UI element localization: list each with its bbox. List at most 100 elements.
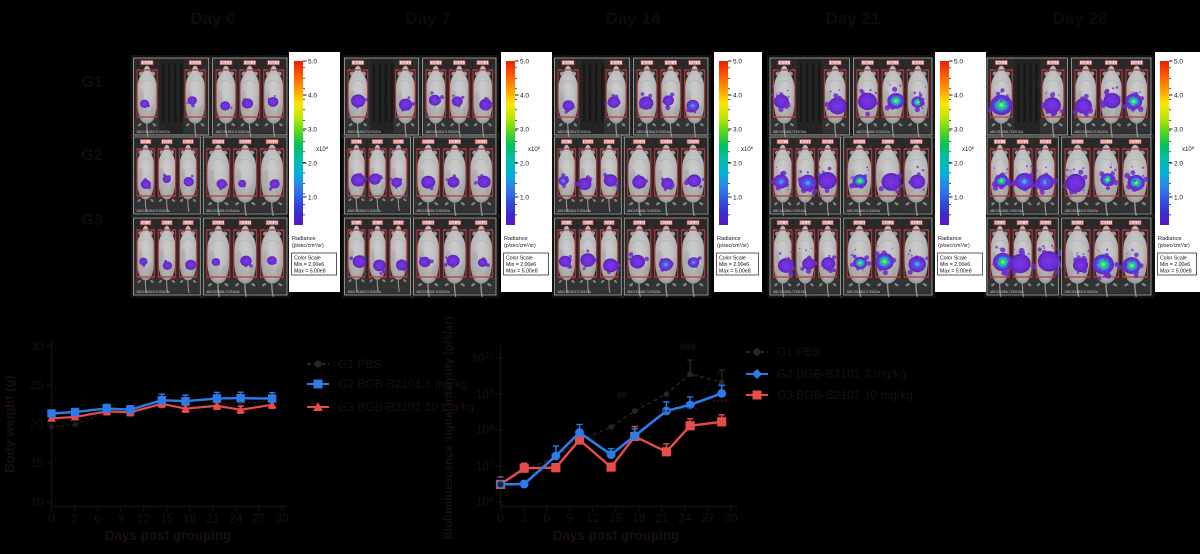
- svg-text:x108: x108: [741, 145, 754, 153]
- svg-text:ABC191284L7L93102a: ABC191284L7L93102a: [416, 209, 449, 213]
- svg-text:30: 30: [275, 512, 289, 526]
- svg-text:3.0: 3.0: [308, 126, 317, 133]
- svg-text:Color Scale: Color Scale: [506, 256, 533, 262]
- svg-text:9: 9: [117, 512, 124, 526]
- svg-text:Days post grouping: Days post grouping: [553, 528, 680, 543]
- svg-text:5.0: 5.0: [1174, 58, 1183, 65]
- svg-text:ABC191284L7L93102a: ABC191284L7L93102a: [348, 209, 381, 213]
- svg-text:30: 30: [724, 511, 738, 525]
- svg-text:ABC191284L7L93102a: ABC191284L7L93102a: [137, 130, 170, 134]
- svg-text:4.0: 4.0: [308, 92, 317, 99]
- svg-text:Max = 5.00e8: Max = 5.00e8: [719, 269, 751, 275]
- svg-text:(p/sec/cm²/sr): (p/sec/cm²/sr): [504, 243, 536, 249]
- svg-text:ABC191284L7L93102a: ABC191284L7L93102a: [990, 130, 1023, 134]
- svg-text:6: 6: [543, 511, 550, 525]
- svg-text:30: 30: [30, 339, 44, 353]
- svg-text:4.0: 4.0: [1174, 92, 1183, 99]
- svg-text:3: 3: [520, 511, 527, 525]
- svg-text:G2 BGB-B2101 3 mg/kg: G2 BGB-B2101 3 mg/kg: [338, 377, 467, 391]
- svg-text:15: 15: [609, 511, 623, 525]
- svg-text:9: 9: [566, 511, 573, 525]
- svg-text:5.0: 5.0: [308, 58, 317, 65]
- svg-text:*: *: [716, 370, 720, 381]
- svg-text:G3 BGB-B2101 10 mg/kg: G3 BGB-B2101 10 mg/kg: [338, 400, 474, 414]
- svg-text:1.0: 1.0: [954, 194, 963, 201]
- svg-text:##: ##: [616, 390, 628, 401]
- svg-text:Radiance: Radiance: [292, 236, 316, 242]
- svg-text:ABC191284L7L93102a: ABC191284L7L93102a: [1075, 130, 1108, 134]
- svg-text:x108: x108: [528, 145, 541, 153]
- svg-text:x108: x108: [1182, 145, 1195, 153]
- svg-text:ABC191284L7L93102a: ABC191284L7L93102a: [416, 290, 449, 294]
- svg-text:ABC191284L7L93102a: ABC191284L7L93102a: [847, 209, 880, 213]
- svg-text:ABC191284L7L93102a: ABC191284L7L93102a: [206, 290, 239, 294]
- svg-text:15: 15: [30, 456, 44, 470]
- svg-text:24: 24: [678, 511, 692, 525]
- svg-text:12: 12: [137, 512, 151, 526]
- svg-text:1.0: 1.0: [308, 194, 317, 201]
- svg-text:3.0: 3.0: [1174, 126, 1183, 133]
- svg-text:5.0: 5.0: [954, 58, 963, 65]
- svg-text:Radiance: Radiance: [938, 236, 962, 242]
- svg-text:3: 3: [71, 512, 78, 526]
- svg-text:0: 0: [48, 512, 55, 526]
- svg-text:Body weight (g): Body weight (g): [2, 375, 17, 473]
- svg-text:20: 20: [30, 417, 44, 431]
- svg-text:G2: G2: [81, 147, 102, 164]
- svg-text:2.0: 2.0: [1174, 160, 1183, 167]
- svg-text:4.0: 4.0: [954, 92, 963, 99]
- svg-text:Min = 2.00e6: Min = 2.00e6: [940, 262, 970, 268]
- svg-text:18: 18: [632, 511, 646, 525]
- svg-text:(p/sec/cm²/sr): (p/sec/cm²/sr): [717, 243, 749, 249]
- svg-text:Day 28: Day 28: [1053, 9, 1108, 28]
- svg-text:ABC191284L7L93102a: ABC191284L7L93102a: [558, 130, 591, 134]
- svg-text:10: 10: [30, 495, 44, 509]
- svg-text:Days post grouping: Days post grouping: [105, 528, 232, 543]
- svg-text:6: 6: [94, 512, 101, 526]
- svg-text:1.0: 1.0: [1174, 194, 1183, 201]
- svg-text:ABC191284L7L93102a: ABC191284L7L93102a: [348, 290, 381, 294]
- svg-text:Min = 2.00e6: Min = 2.00e6: [294, 262, 324, 268]
- svg-text:Day 21: Day 21: [826, 9, 881, 28]
- svg-text:(p/sec/cm²/sr): (p/sec/cm²/sr): [938, 243, 970, 249]
- svg-text:Max = 5.00e8: Max = 5.00e8: [506, 269, 538, 275]
- svg-text:ABC191284L7L93102a: ABC191284L7L93102a: [348, 130, 381, 134]
- svg-text:4.0: 4.0: [733, 92, 742, 99]
- svg-text:5.0: 5.0: [520, 58, 529, 65]
- svg-text:21: 21: [206, 512, 220, 526]
- svg-text:Color Scale: Color Scale: [940, 256, 967, 262]
- svg-text:***: ***: [658, 408, 670, 419]
- svg-text:G2 BGB-B2101 3 mg/kg: G2 BGB-B2101 3 mg/kg: [777, 367, 906, 381]
- svg-text:Day 7: Day 7: [405, 9, 450, 28]
- svg-text:ABC191284L7L93102a: ABC191284L7L93102a: [990, 290, 1023, 294]
- svg-text:15: 15: [160, 512, 174, 526]
- svg-text:25: 25: [30, 378, 44, 392]
- svg-text:(p/sec/cm²/sr): (p/sec/cm²/sr): [292, 243, 324, 249]
- svg-text:ABC191284L7L93102a: ABC191284L7L93102a: [558, 290, 591, 294]
- svg-text:3.0: 3.0: [733, 126, 742, 133]
- svg-text:G1 PBS: G1 PBS: [777, 345, 820, 359]
- svg-text:****: ****: [682, 406, 698, 417]
- svg-text:ABC191284L7L93102a: ABC191284L7L93102a: [426, 130, 459, 134]
- svg-text:12: 12: [586, 511, 600, 525]
- svg-text:5.0: 5.0: [733, 58, 742, 65]
- svg-text:2.0: 2.0: [520, 160, 529, 167]
- svg-text:x108: x108: [962, 145, 975, 153]
- svg-text:Radiance: Radiance: [1158, 236, 1182, 242]
- svg-text:###: ###: [680, 342, 697, 353]
- svg-text:ABC191284L7L93102a: ABC191284L7L93102a: [847, 290, 880, 294]
- svg-text:ABC191284L7L93102a: ABC191284L7L93102a: [637, 130, 670, 134]
- svg-text:3.0: 3.0: [520, 126, 529, 133]
- svg-text:ABC191284L7L93102a: ABC191284L7L93102a: [137, 290, 170, 294]
- svg-text:ABC191284L7L93102a: ABC191284L7L93102a: [990, 209, 1023, 213]
- svg-text:Max = 5.00e8: Max = 5.00e8: [1160, 269, 1192, 275]
- svg-text:1.0: 1.0: [520, 194, 529, 201]
- svg-text:27: 27: [701, 511, 715, 525]
- svg-text:2.0: 2.0: [308, 160, 317, 167]
- svg-text:1.0: 1.0: [733, 194, 742, 201]
- svg-text:ABC191284L7L93102a: ABC191284L7L93102a: [1065, 290, 1098, 294]
- svg-text:ABC191284L7L93102a: ABC191284L7L93102a: [773, 290, 806, 294]
- svg-text:18: 18: [183, 512, 197, 526]
- svg-text:ABC191284L7L93102a: ABC191284L7L93102a: [206, 209, 239, 213]
- svg-text:3.0: 3.0: [954, 126, 963, 133]
